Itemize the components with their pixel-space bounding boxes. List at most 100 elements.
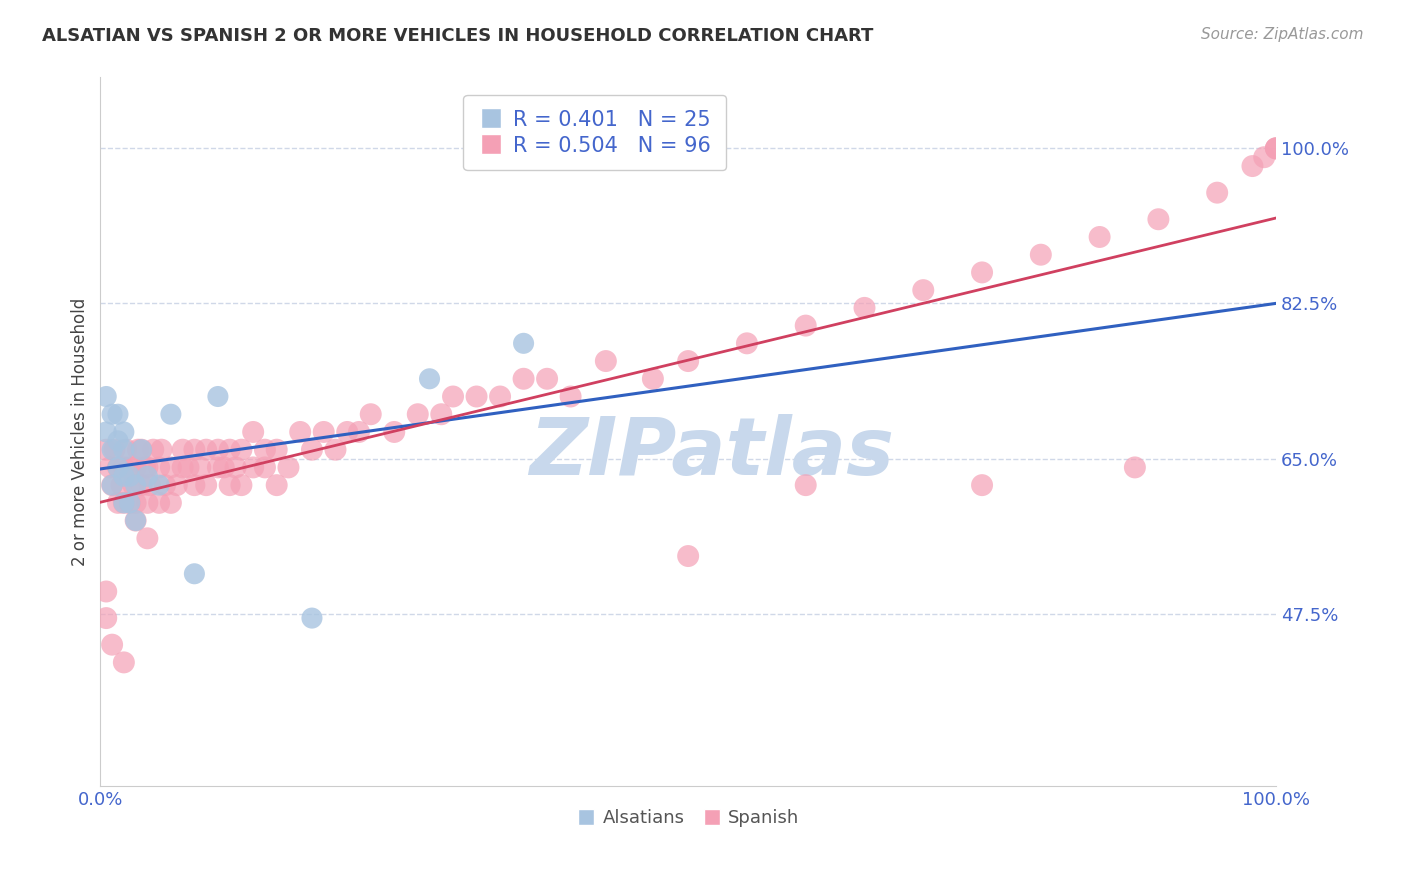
Point bbox=[1088, 230, 1111, 244]
Point bbox=[115, 442, 138, 457]
Point bbox=[136, 496, 159, 510]
Point bbox=[131, 442, 153, 457]
Point bbox=[231, 478, 253, 492]
Point bbox=[218, 442, 240, 457]
Point bbox=[1265, 141, 1288, 155]
Point bbox=[131, 478, 153, 492]
Point bbox=[118, 496, 141, 510]
Point bbox=[112, 656, 135, 670]
Point bbox=[112, 469, 135, 483]
Point bbox=[118, 460, 141, 475]
Point bbox=[142, 442, 165, 457]
Point bbox=[794, 318, 817, 333]
Point bbox=[122, 478, 145, 492]
Point bbox=[107, 460, 129, 475]
Point bbox=[195, 478, 218, 492]
Point bbox=[325, 442, 347, 457]
Point bbox=[183, 442, 205, 457]
Point bbox=[1265, 141, 1288, 155]
Point bbox=[136, 531, 159, 545]
Point bbox=[148, 496, 170, 510]
Point bbox=[512, 372, 534, 386]
Point bbox=[96, 584, 118, 599]
Point bbox=[207, 390, 229, 404]
Point bbox=[96, 442, 118, 457]
Point bbox=[98, 460, 121, 475]
Point bbox=[124, 460, 146, 475]
Point bbox=[136, 460, 159, 475]
Point bbox=[595, 354, 617, 368]
Point bbox=[1265, 141, 1288, 155]
Point bbox=[148, 460, 170, 475]
Point bbox=[101, 478, 124, 492]
Point bbox=[107, 496, 129, 510]
Point bbox=[489, 390, 512, 404]
Point bbox=[465, 390, 488, 404]
Point bbox=[110, 478, 132, 492]
Point bbox=[138, 478, 160, 492]
Point bbox=[266, 442, 288, 457]
Point bbox=[441, 390, 464, 404]
Point bbox=[853, 301, 876, 315]
Point bbox=[107, 407, 129, 421]
Point bbox=[107, 434, 129, 448]
Point bbox=[360, 407, 382, 421]
Point bbox=[560, 390, 582, 404]
Point bbox=[301, 611, 323, 625]
Point bbox=[124, 478, 146, 492]
Point bbox=[1029, 248, 1052, 262]
Point bbox=[150, 442, 173, 457]
Point bbox=[641, 372, 664, 386]
Point bbox=[277, 460, 299, 475]
Point bbox=[112, 425, 135, 439]
Text: ALSATIAN VS SPANISH 2 OR MORE VEHICLES IN HOUSEHOLD CORRELATION CHART: ALSATIAN VS SPANISH 2 OR MORE VEHICLES I… bbox=[42, 27, 873, 45]
Point bbox=[131, 442, 153, 457]
Point bbox=[253, 460, 276, 475]
Point bbox=[103, 442, 125, 457]
Point bbox=[301, 442, 323, 457]
Point bbox=[242, 460, 264, 475]
Legend: Alsatians, Spanish: Alsatians, Spanish bbox=[569, 802, 806, 834]
Point bbox=[212, 460, 235, 475]
Point bbox=[970, 265, 993, 279]
Point bbox=[160, 460, 183, 475]
Point bbox=[207, 460, 229, 475]
Point bbox=[188, 460, 211, 475]
Point bbox=[912, 283, 935, 297]
Point bbox=[406, 407, 429, 421]
Point bbox=[1241, 159, 1264, 173]
Point bbox=[112, 496, 135, 510]
Point bbox=[118, 469, 141, 483]
Point bbox=[136, 469, 159, 483]
Point bbox=[124, 496, 146, 510]
Point bbox=[101, 442, 124, 457]
Point bbox=[242, 425, 264, 439]
Point bbox=[536, 372, 558, 386]
Point bbox=[218, 478, 240, 492]
Point bbox=[101, 478, 124, 492]
Point bbox=[735, 336, 758, 351]
Point bbox=[124, 514, 146, 528]
Point bbox=[225, 460, 247, 475]
Point bbox=[172, 460, 194, 475]
Point bbox=[418, 372, 440, 386]
Point bbox=[96, 425, 118, 439]
Point bbox=[207, 442, 229, 457]
Point bbox=[676, 549, 699, 563]
Point bbox=[195, 442, 218, 457]
Point bbox=[124, 514, 146, 528]
Point bbox=[160, 407, 183, 421]
Point bbox=[970, 478, 993, 492]
Point bbox=[166, 478, 188, 492]
Point bbox=[1147, 212, 1170, 227]
Point bbox=[134, 460, 156, 475]
Point bbox=[676, 354, 699, 368]
Point bbox=[266, 478, 288, 492]
Point bbox=[153, 478, 176, 492]
Point bbox=[160, 496, 183, 510]
Point bbox=[290, 425, 312, 439]
Point bbox=[512, 336, 534, 351]
Text: ZIPatlas: ZIPatlas bbox=[529, 414, 894, 492]
Point bbox=[231, 442, 253, 457]
Point bbox=[183, 566, 205, 581]
